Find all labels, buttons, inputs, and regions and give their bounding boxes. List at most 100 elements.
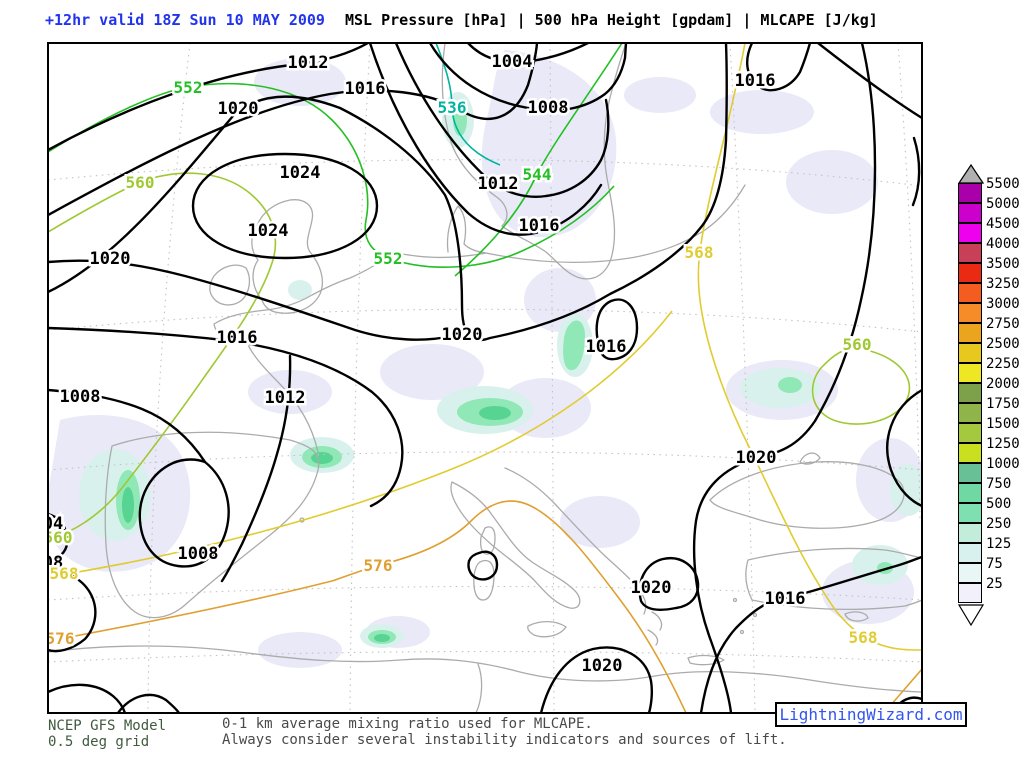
legend-swatch xyxy=(958,463,982,483)
note-line-2: Always consider several instability indi… xyxy=(222,732,787,748)
legend-swatch xyxy=(958,223,982,243)
legend-entry: 5500 xyxy=(958,176,1024,204)
cape-legend: 5500 5000 4500 4000 3500 3250 3000 2750 2500 2250… xyxy=(958,164,1024,626)
isobar-paths xyxy=(48,43,922,713)
height-552-path xyxy=(48,82,615,269)
legend-entry: 1250 xyxy=(958,436,1024,464)
legend-swatch xyxy=(958,323,982,343)
height-contour-label: 568 xyxy=(849,628,878,647)
map-frame xyxy=(47,42,923,714)
height-contour-label: 568 xyxy=(50,564,79,583)
height-544-path xyxy=(454,43,623,277)
legend-swatch xyxy=(958,303,982,323)
legend-value: 1250 xyxy=(986,436,1020,452)
isobar-label: 1016 xyxy=(586,337,627,357)
isobar-label: 1016 xyxy=(345,79,386,99)
isobar-label: 1008 xyxy=(528,98,569,118)
height-contour-label: 560 xyxy=(843,335,872,354)
legend-value: 5500 xyxy=(986,176,1020,192)
forecast-valid-time: +12hr valid 18Z Sun 10 MAY 2009 xyxy=(45,11,325,29)
cape-shading-green xyxy=(122,406,511,642)
height-contour-label: 568 xyxy=(685,243,714,262)
legend-value: 4000 xyxy=(986,236,1020,252)
legend-swatch xyxy=(958,483,982,503)
height-contour-label: 552 xyxy=(374,249,403,268)
legend-swatch xyxy=(958,443,982,463)
height-contour-label: 576 xyxy=(364,556,393,575)
isobar-label: 1016 xyxy=(735,71,776,91)
legend-entry: 1000 xyxy=(958,456,1024,484)
legend-value: 125 xyxy=(986,536,1012,552)
isobar-label: 1020 xyxy=(442,325,483,345)
height-536-path xyxy=(435,43,501,166)
legend-swatch xyxy=(958,403,982,423)
legend-value: 2500 xyxy=(986,336,1020,352)
legend-value: 4500 xyxy=(986,216,1020,232)
height-contour-label: 560 xyxy=(126,173,155,192)
height-576-path xyxy=(48,500,687,713)
model-grid: 0.5 deg grid xyxy=(48,734,150,750)
isobar-label: 1016 xyxy=(217,328,258,348)
legend-value: 1750 xyxy=(986,396,1020,412)
legend-entry: 3500 xyxy=(958,256,1024,284)
legend-value: 3250 xyxy=(986,276,1020,292)
legend-swatch xyxy=(958,583,982,603)
legend-swatch xyxy=(958,383,982,403)
legend-value: 2000 xyxy=(986,376,1020,392)
legend-value: 25 xyxy=(986,576,1003,592)
isobar-label: 1008 xyxy=(178,544,219,564)
legend-entry: 1500 xyxy=(958,416,1024,444)
legend-swatch xyxy=(958,263,982,283)
legend-entry: 750 xyxy=(958,476,1024,504)
height-contour-label: 576 xyxy=(46,629,75,648)
isobar-label: 1020 xyxy=(90,249,131,269)
isobar-label: 1016 xyxy=(765,589,806,609)
height-contour-paths xyxy=(48,43,922,713)
legend-entry: 5000 xyxy=(958,196,1024,224)
legend-entry: 3250 xyxy=(958,276,1024,304)
legend-swatch xyxy=(958,283,982,303)
legend-value: 3500 xyxy=(986,256,1020,272)
legend-entry: 4000 xyxy=(958,236,1024,264)
isobar-label: 1024 xyxy=(280,163,321,183)
legend-arrow-up-icon xyxy=(958,164,984,184)
model-name: NCEP GFS Model xyxy=(48,718,167,734)
isobar-label: 1020 xyxy=(218,99,259,119)
legend-swatch xyxy=(958,563,982,583)
isobar-label: 08 xyxy=(43,553,63,573)
legend-entry: 2500 xyxy=(958,336,1024,364)
legend-value: 750 xyxy=(986,476,1012,492)
legend-swatch xyxy=(958,543,982,563)
isobar-label: 1012 xyxy=(288,53,329,73)
legend-swatch xyxy=(958,503,982,523)
legend-entry: 500 xyxy=(958,496,1024,524)
legend-value: 1000 xyxy=(986,456,1020,472)
credit-box: LightningWizard.com xyxy=(775,702,967,727)
height-contour-label: 544 xyxy=(523,165,552,184)
isobar-label: 1020 xyxy=(582,656,623,676)
height-560-path xyxy=(48,172,277,541)
legend-entry: 2250 xyxy=(958,356,1024,384)
legend-value: 3000 xyxy=(986,296,1020,312)
isobar-label: 1016 xyxy=(519,216,560,236)
legend-entry: 250 xyxy=(958,516,1024,544)
isobar-label: 1008 xyxy=(60,387,101,407)
isobar-label: 1012 xyxy=(265,388,306,408)
height-contour-label: 560 xyxy=(44,528,73,547)
legend-value: 75 xyxy=(986,556,1003,572)
legend-entry: 3000 xyxy=(958,296,1024,324)
legend-entry: 125 xyxy=(958,536,1024,564)
isobar-label: 1024 xyxy=(248,221,289,241)
height-568-east-path xyxy=(697,43,922,651)
lightningwizard-link[interactable]: LightningWizard.com xyxy=(779,705,963,724)
legend-swatch xyxy=(958,423,982,443)
legend-swatch xyxy=(958,243,982,263)
height-contour-label: 536 xyxy=(438,98,467,117)
height-contour-label: 552 xyxy=(174,78,203,97)
isobar-label: 1012 xyxy=(478,174,519,194)
legend-value: 1500 xyxy=(986,416,1020,432)
isobar-label: 1020 xyxy=(736,448,777,468)
contour-labels: 1012 1016 1020 1004 1008 1016 1024 1012 1024 1016… xyxy=(43,50,880,679)
